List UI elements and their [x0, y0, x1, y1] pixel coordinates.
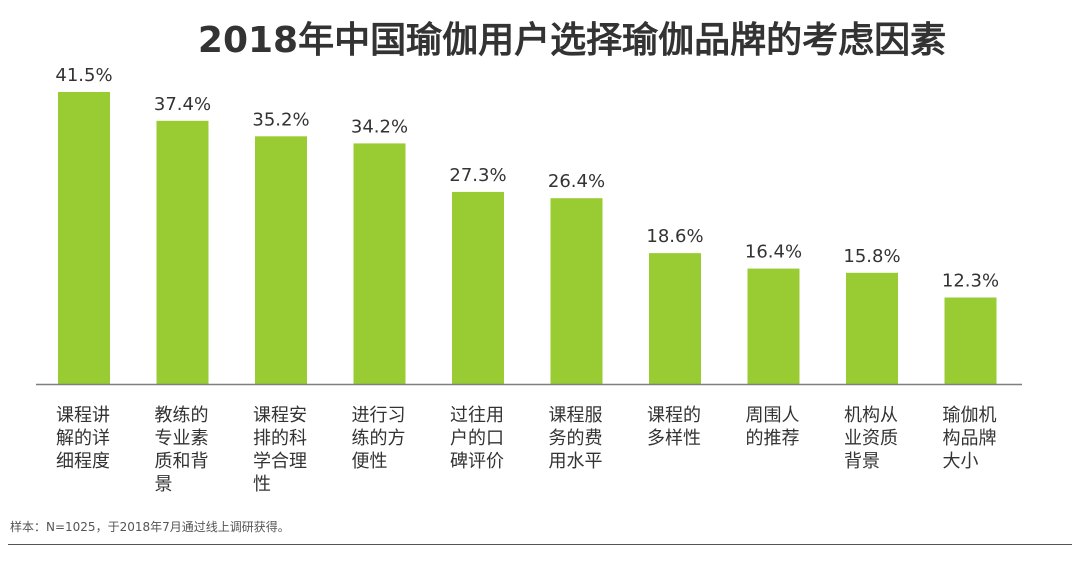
- bar-6: [550, 198, 603, 384]
- category-label-line: 构品牌: [943, 428, 997, 449]
- category-label-line: 用水平: [549, 451, 603, 472]
- bar-10: [944, 297, 997, 384]
- category-label-line: 课程讲: [56, 405, 110, 426]
- value-labels-group: 41.5% 37.4% 35.2% 34.2% 27.3% 26.4% 18.6% 16.4%…: [55, 65, 999, 292]
- category-label-line: 解的详: [56, 428, 110, 449]
- category-label-line: 过往用: [450, 405, 504, 426]
- bar-7: [649, 253, 701, 384]
- category-label-line: 的推荐: [746, 428, 800, 449]
- category-label-2: 教练的专业素质和背景: [155, 405, 209, 495]
- source-note: 样本：N=1025，于2018年7月通过线上调研获得。: [10, 519, 290, 534]
- category-label-8: 周围人的推荐: [746, 405, 800, 449]
- category-label-line: 景: [155, 474, 173, 495]
- category-label-line: 练的方: [352, 428, 406, 449]
- bar-5: [452, 191, 504, 384]
- value-label-6: 26.4%: [548, 171, 605, 192]
- category-label-line: 课程服: [549, 405, 603, 426]
- value-label-1: 41.5%: [55, 65, 112, 86]
- category-label-line: 排的科: [253, 428, 307, 449]
- category-label-line: 性: [253, 474, 271, 495]
- bar-8: [747, 268, 800, 384]
- bar-1: [58, 92, 110, 384]
- category-label-line: 课程安: [253, 405, 307, 426]
- value-label-2: 37.4%: [154, 94, 211, 115]
- category-label-line: 学合理: [253, 451, 307, 472]
- bars-group: [58, 92, 997, 385]
- category-label-line: 瑜伽机: [943, 405, 997, 426]
- value-label-9: 15.8%: [843, 246, 900, 267]
- category-label-line: 机构从: [844, 405, 898, 426]
- value-label-3: 35.2%: [252, 109, 309, 130]
- category-label-4: 进行习练的方便性: [352, 405, 406, 472]
- category-label-line: 多样性: [647, 428, 701, 449]
- value-label-5: 27.3%: [449, 165, 506, 186]
- category-label-line: 背景: [844, 451, 880, 472]
- bar-9: [846, 272, 898, 384]
- category-label-line: 便性: [352, 451, 388, 472]
- category-labels-group: 课程讲解的详细程度教练的专业素质和背景课程安排的科学合理性进行习练的方便性过往用…: [56, 405, 997, 495]
- bar-2: [156, 120, 209, 385]
- category-label-line: 碑评价: [450, 451, 504, 472]
- category-label-9: 机构从业资质背景: [844, 405, 898, 472]
- category-label-line: 务的费: [549, 428, 603, 449]
- value-label-7: 18.6%: [646, 226, 703, 247]
- category-label-line: 周围人: [746, 405, 800, 426]
- value-label-4: 34.2%: [351, 116, 408, 137]
- category-label-1: 课程讲解的详细程度: [56, 405, 110, 472]
- category-label-7: 课程的多样性: [647, 405, 701, 449]
- category-label-5: 过往用户的口碑评价: [450, 405, 504, 472]
- chart-title: 2018年中国瑜伽用户选择瑜伽品牌的考虑因素: [198, 20, 946, 61]
- category-label-line: 专业素: [155, 428, 209, 449]
- category-label-line: 户的口: [450, 428, 504, 449]
- bar-3: [255, 136, 307, 384]
- value-label-10: 12.3%: [942, 271, 999, 292]
- category-label-line: 质和背: [155, 451, 209, 472]
- category-label-line: 进行习: [352, 405, 406, 426]
- value-label-8: 16.4%: [745, 242, 802, 263]
- category-label-line: 大小: [943, 451, 979, 472]
- category-label-6: 课程服务的费用水平: [549, 405, 603, 472]
- category-label-3: 课程安排的科学合理性: [253, 405, 307, 495]
- category-label-line: 教练的: [155, 405, 209, 426]
- category-label-line: 业资质: [844, 428, 898, 449]
- category-label-line: 细程度: [56, 451, 110, 472]
- bar-4: [353, 143, 406, 384]
- category-label-line: 课程的: [647, 405, 701, 426]
- category-label-10: 瑜伽机构品牌大小: [943, 405, 997, 472]
